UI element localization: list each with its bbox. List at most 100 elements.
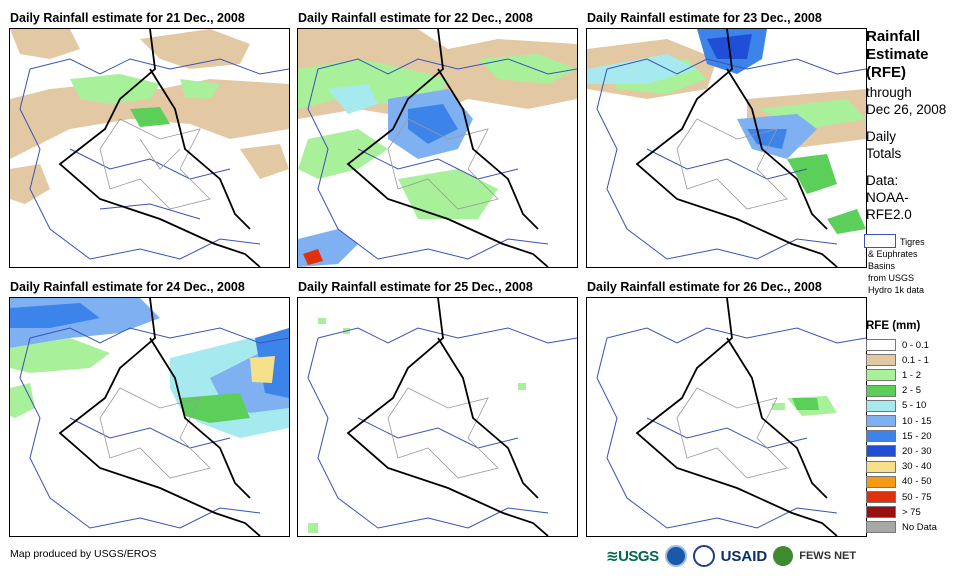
rfe-legend-row: 15 - 20 [866,429,932,443]
rfe-class-label: 30 - 40 [902,461,932,473]
rfe-color-swatch [866,369,896,382]
legend-totals-line: Totals [866,146,902,161]
rfe-legend-row: 30 - 40 [866,460,932,474]
rainfall-cells [587,29,866,234]
rainfall-cells [10,29,289,204]
rfe-legend-row: 10 - 15 [866,414,932,428]
legend-heading-line: Estimate [866,46,929,63]
panel-title-23dec: Daily Rainfall estimate for 23 Dec., 200… [587,11,822,25]
rfe-legend-row: 1 - 2 [866,368,921,382]
rfe-color-swatch [866,445,896,458]
rainfall-cells [10,298,289,438]
basin-outline [307,327,577,529]
rfe-color-swatch [866,384,896,397]
rfe-class-label: 40 - 50 [902,476,932,488]
state-dept-seal-icon [692,545,715,567]
rfe-class-label: 20 - 30 [902,445,932,457]
rainfall-map-23dec [586,28,867,268]
panel-title-22dec: Daily Rainfall estimate for 22 Dec., 200… [298,11,533,25]
logo-strip: ≋USGS USAID FEWS NET [606,543,856,569]
province-lines [387,387,499,479]
country-border [58,298,261,536]
rfe-color-swatch [866,354,896,367]
rfe-color-swatch [866,521,896,534]
legend-data-line: Data: [866,173,899,188]
legend-heading-line: (RFE) [866,64,906,81]
rfe-legend-title: RFE (mm) [866,320,921,332]
basin-label-line: Hydro 1k data [868,285,925,295]
legend-through-line: Dec 26, 2008 [866,102,947,117]
country-border [635,298,838,536]
basin-label-line: Tigres [900,237,925,247]
rfe-color-swatch [866,415,896,427]
rainfall-map-26dec [586,297,867,537]
country-border [346,298,549,536]
basin-outline [596,58,866,260]
rfe-color-swatch [866,430,896,443]
legend-through-line: through [866,85,912,100]
legend-data-line: NOAA- [866,190,909,205]
province-lines [99,387,211,479]
panel-title-25dec: Daily Rainfall estimate for 25 Dec., 200… [298,280,533,294]
rfe-class-label: > 75 [902,506,921,518]
basin-outline [596,327,866,529]
legend-data-line: RFE2.0 [866,207,912,222]
rfe-legend-row: 2 - 5 [866,384,921,398]
rfe-color-swatch [866,475,896,488]
province-lines [676,387,788,479]
panel-title-24dec: Daily Rainfall estimate for 24 Dec., 200… [10,280,245,294]
map-credit: Map produced by USGS/EROS [10,548,157,560]
legend-heading: Rainfall Estimate (RFE) [866,28,929,82]
rfe-legend-row: 5 - 10 [866,399,926,413]
rainfall-map-25dec [297,297,578,537]
rfe-legend-row: > 75 [866,505,921,519]
basin-label-line: Basins [868,261,896,271]
rainfall-map-24dec [9,297,290,537]
rfe-class-label: 0 - 0.1 [902,339,929,351]
rainfall-cells [772,396,837,416]
province-lines [676,118,788,210]
panel-title-26dec: Daily Rainfall estimate for 26 Dec., 200… [587,280,822,294]
rfe-class-label: 15 - 20 [902,430,932,442]
rfe-legend-row: No Data [866,520,937,534]
rfe-legend-row: 0.1 - 1 [866,353,929,367]
rfe-class-label: 50 - 75 [902,491,932,503]
province-lines [387,118,499,210]
country-border [346,29,549,267]
fews-globe-icon [773,546,794,566]
rfe-legend-row: 20 - 30 [866,444,932,458]
rfe-color-swatch [866,460,896,473]
legend-heading-line: Rainfall [866,28,921,45]
fews-net-logo: FEWS NET [799,550,857,562]
rfe-color-swatch [866,399,896,412]
basin-label-line: & Euphrates [868,249,918,259]
country-border [58,29,261,267]
country-border [635,29,838,267]
rfe-class-label: 1 - 2 [902,369,922,381]
noaa-logo-icon [664,545,687,567]
rainfall-map-22dec [297,28,578,268]
basin-outline [19,58,289,260]
basin-label-line: from USGS [868,273,915,283]
rfe-legend-row: 40 - 50 [866,475,932,489]
usaid-logo: USAID [720,547,768,565]
legend-data-source: Data: NOAA- RFE2.0 [866,172,912,223]
rfe-class-label: 5 - 10 [902,400,927,412]
rfe-color-swatch [866,491,896,503]
basin-outline [307,58,577,260]
rfe-class-label: 2 - 5 [902,385,922,397]
legend-totals-line: Daily [866,129,897,144]
legend-through: through Dec 26, 2008 [866,84,946,118]
rfe-class-label: 0.1 - 1 [902,354,929,366]
rfe-legend-row: 50 - 75 [866,490,932,504]
usgs-logo: ≋USGS [606,548,659,565]
rainfall-cells [298,29,577,267]
rfe-legend-row: 0 - 0.1 [866,338,929,352]
panel-title-21dec: Daily Rainfall estimate for 21 Dec., 200… [10,11,245,25]
basin-outline [19,327,289,529]
province-lines [99,118,211,210]
rfe-class-label: 10 - 15 [902,415,932,427]
rfe-color-swatch [866,339,896,351]
rainfall-cells [308,318,526,533]
rfe-class-label: No Data [902,521,937,533]
